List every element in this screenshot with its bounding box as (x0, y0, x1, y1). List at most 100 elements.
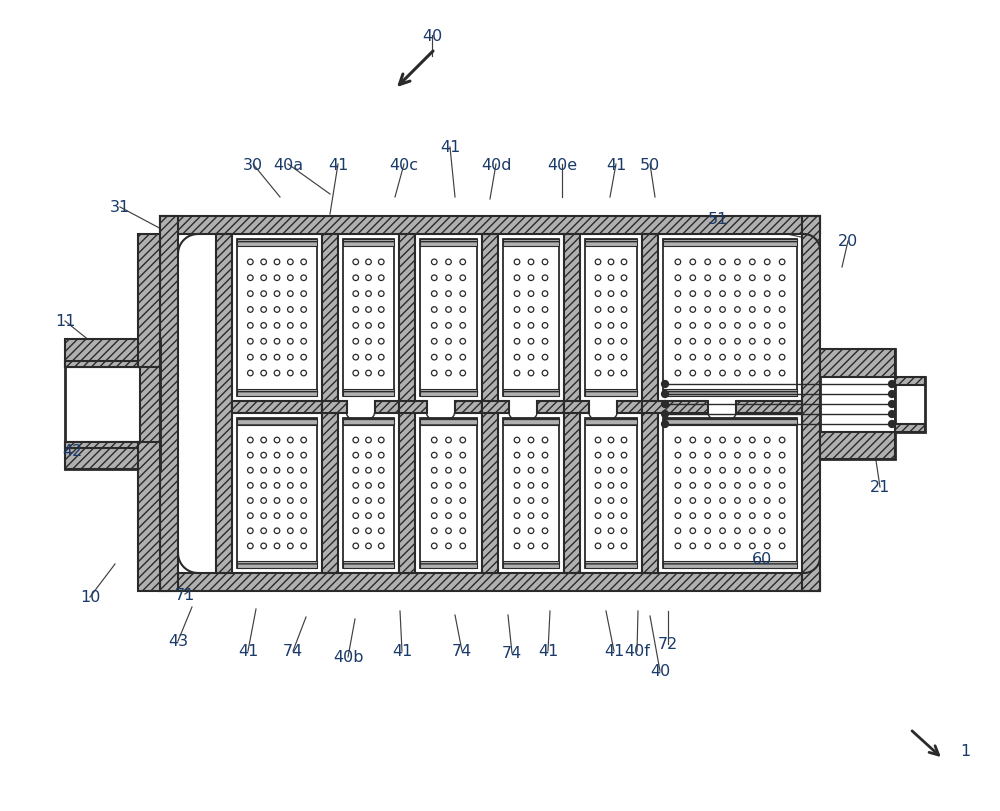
Circle shape (750, 528, 755, 534)
Circle shape (608, 483, 614, 488)
Circle shape (720, 276, 725, 281)
Bar (216, 234, 232, 573)
Text: 11: 11 (55, 314, 75, 329)
Circle shape (608, 513, 614, 519)
Circle shape (261, 260, 266, 265)
Bar (585, 240, 637, 397)
Circle shape (274, 355, 280, 361)
Circle shape (542, 543, 548, 549)
Circle shape (542, 339, 548, 345)
Circle shape (301, 468, 306, 474)
Bar (482, 401, 509, 414)
Circle shape (779, 291, 785, 297)
Bar (138, 442, 160, 591)
Circle shape (301, 371, 306, 376)
Circle shape (514, 371, 520, 376)
Circle shape (621, 438, 627, 444)
Circle shape (431, 260, 437, 265)
Circle shape (248, 543, 253, 549)
Text: 71: 71 (175, 587, 195, 602)
Circle shape (621, 291, 627, 297)
Circle shape (528, 543, 534, 549)
Circle shape (779, 339, 785, 345)
Circle shape (735, 339, 740, 345)
Circle shape (608, 543, 614, 549)
Circle shape (366, 543, 371, 549)
Circle shape (248, 528, 253, 534)
Bar (420, 418, 477, 569)
Circle shape (595, 324, 601, 328)
Circle shape (446, 453, 451, 458)
Circle shape (528, 324, 534, 328)
Circle shape (750, 453, 755, 458)
Bar (503, 240, 559, 247)
Circle shape (460, 371, 466, 376)
Circle shape (608, 355, 614, 361)
Circle shape (301, 291, 306, 297)
Circle shape (608, 438, 614, 444)
Bar (564, 234, 580, 573)
Circle shape (705, 324, 710, 328)
Circle shape (274, 307, 280, 313)
Circle shape (378, 291, 384, 297)
Circle shape (460, 276, 466, 281)
Circle shape (595, 260, 601, 265)
Circle shape (675, 324, 681, 328)
Circle shape (750, 307, 755, 313)
Circle shape (446, 260, 451, 265)
Bar (503, 561, 559, 569)
Circle shape (248, 307, 253, 313)
Bar (375, 401, 399, 414)
Circle shape (301, 543, 306, 549)
Circle shape (528, 355, 534, 361)
Bar (399, 234, 415, 573)
Circle shape (460, 453, 466, 458)
Bar (65, 340, 160, 367)
Circle shape (353, 276, 359, 281)
Circle shape (720, 324, 725, 328)
Circle shape (542, 371, 548, 376)
Circle shape (274, 513, 280, 519)
Circle shape (288, 355, 293, 361)
Circle shape (366, 498, 371, 504)
Bar (65, 340, 160, 470)
Bar (420, 389, 477, 397)
Circle shape (261, 483, 266, 488)
Text: 60: 60 (752, 551, 772, 567)
Circle shape (288, 513, 293, 519)
Circle shape (288, 483, 293, 488)
Circle shape (690, 260, 696, 265)
Circle shape (675, 453, 681, 458)
Circle shape (514, 339, 520, 345)
Circle shape (353, 339, 359, 345)
Bar (895, 377, 925, 385)
Circle shape (690, 513, 696, 519)
Circle shape (705, 371, 710, 376)
Circle shape (705, 483, 710, 488)
Circle shape (595, 339, 601, 345)
Circle shape (514, 355, 520, 361)
Circle shape (378, 468, 384, 474)
Circle shape (705, 498, 710, 504)
Circle shape (542, 324, 548, 328)
Circle shape (621, 483, 627, 488)
Text: 40b: 40b (333, 650, 363, 665)
Circle shape (274, 498, 280, 504)
Bar (537, 401, 564, 414)
Circle shape (705, 468, 710, 474)
Circle shape (528, 371, 534, 376)
Circle shape (621, 339, 627, 345)
Text: 41: 41 (238, 644, 258, 659)
Circle shape (248, 324, 253, 328)
Circle shape (366, 324, 371, 328)
Circle shape (735, 483, 740, 488)
Circle shape (353, 528, 359, 534)
Circle shape (353, 513, 359, 519)
Circle shape (248, 260, 253, 265)
Circle shape (675, 513, 681, 519)
Circle shape (274, 528, 280, 534)
Circle shape (446, 276, 451, 281)
Circle shape (261, 468, 266, 474)
Circle shape (720, 307, 725, 313)
Bar (178, 234, 802, 573)
